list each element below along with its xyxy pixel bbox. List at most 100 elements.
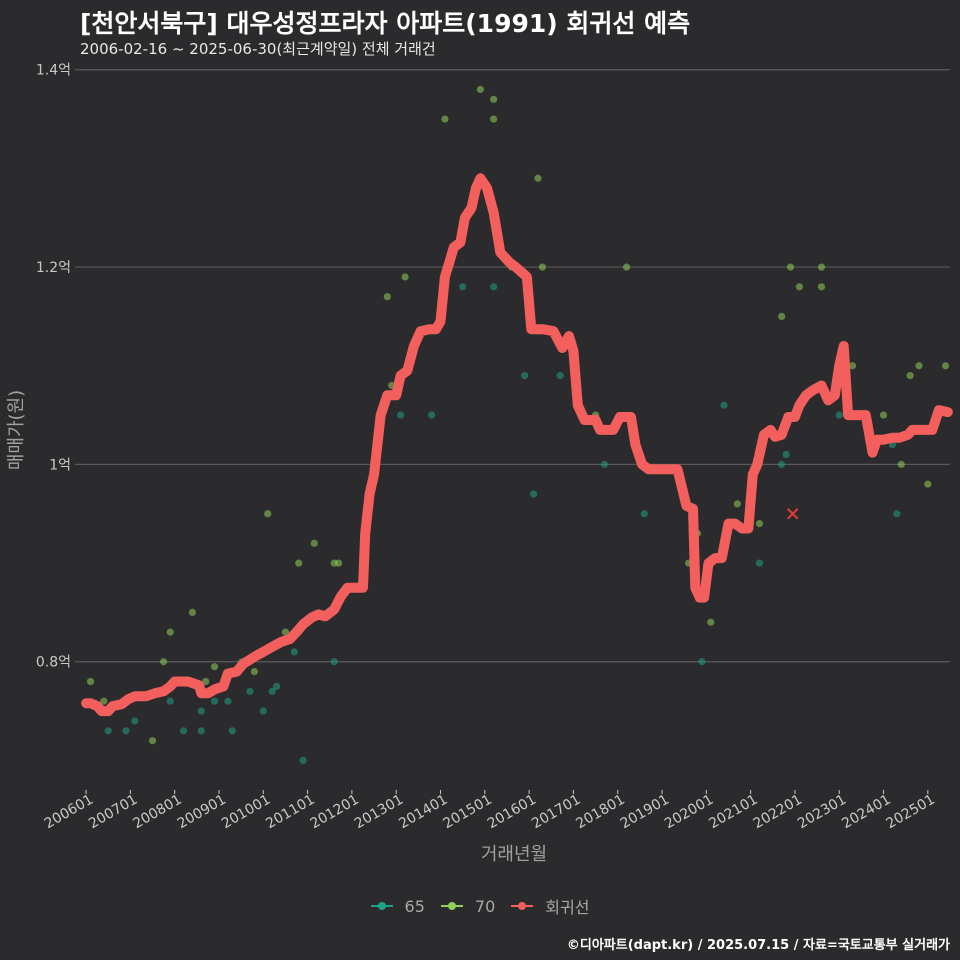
data-point-70	[202, 677, 210, 686]
x-tick-label: 201301	[352, 792, 406, 833]
data-point-65	[299, 756, 307, 765]
regression-line-path	[81, 173, 953, 717]
x-tick-label: 202401	[839, 792, 893, 833]
data-point-70	[310, 539, 318, 547]
chart-subtitle: 2006-02-16 ~ 2025-06-30(최근계약일) 전체 거래건	[80, 40, 436, 58]
data-point-70	[166, 628, 174, 636]
data-point-65	[224, 697, 232, 705]
legend-item: 70	[440, 896, 496, 916]
data-point-70	[210, 663, 219, 671]
x-tick-label: 201801	[573, 792, 627, 833]
data-point-65	[720, 401, 728, 409]
data-point-65	[782, 450, 790, 459]
data-point-70	[490, 115, 498, 123]
data-point-70	[295, 559, 303, 567]
data-point-70	[188, 608, 197, 617]
data-point-65	[290, 648, 298, 656]
x-tick-label: 201701	[529, 792, 583, 833]
data-point-65	[210, 697, 219, 705]
data-point-70	[100, 697, 108, 705]
data-point-70	[264, 510, 272, 518]
x-tick-label: 202501	[884, 792, 938, 833]
x-tick-label: 200901	[175, 792, 229, 833]
data-point-65	[490, 283, 498, 291]
outlier-marker	[787, 508, 799, 520]
data-point-65	[246, 687, 254, 695]
data-point-65	[228, 727, 236, 735]
data-point-70	[817, 283, 826, 291]
data-point-70	[795, 283, 803, 291]
x-axis-label: 거래년월	[481, 844, 547, 865]
data-point-70	[281, 628, 290, 636]
legend-item: 회귀선	[511, 894, 589, 918]
x-tick-label: 201401	[396, 792, 450, 833]
data-point-65	[166, 697, 174, 705]
legend-item: 65	[370, 896, 425, 916]
data-point-65	[330, 658, 338, 666]
data-point-70	[817, 263, 826, 271]
data-point-70	[476, 85, 484, 94]
data-point-65	[259, 707, 267, 715]
x-tick-label: 200701	[86, 792, 140, 833]
x-tick-label: 201101	[263, 792, 317, 833]
data-point-70	[622, 263, 631, 271]
data-point-65	[893, 510, 901, 518]
x-tick-label: 202201	[751, 792, 805, 833]
data-point-70	[906, 372, 914, 380]
data-point-65	[428, 411, 436, 419]
legend: 65 70 회귀선	[0, 894, 960, 918]
legend-label: 회귀선	[545, 898, 590, 917]
x-tick-label: 200601	[42, 792, 96, 833]
data-point-70	[250, 668, 259, 676]
x-tick-label: 201501	[441, 792, 495, 833]
data-point-65	[272, 682, 281, 691]
x-tick-label: 201201	[308, 792, 362, 833]
legend-key-icon	[511, 901, 534, 911]
data-point-70	[490, 95, 498, 103]
data-point-70	[401, 273, 409, 281]
legend-label: 65	[404, 896, 425, 916]
x-tick-label: 202301	[795, 792, 849, 833]
data-point-70	[848, 362, 857, 370]
x-tick-label: 202101	[706, 792, 760, 833]
chart-title: [천안서북구] 대우성정프라자 아파트(1991) 회귀선 예측	[80, 9, 691, 38]
data-point-70	[755, 520, 764, 528]
legend-key-dot	[447, 902, 456, 910]
legend-label: 70	[474, 896, 496, 916]
data-point-70	[707, 618, 715, 626]
data-point-65	[197, 727, 205, 735]
data-point-65	[556, 372, 564, 380]
x-marker	[787, 508, 799, 520]
x-tick-label: 201001	[219, 792, 273, 833]
data-point-70	[335, 559, 343, 567]
data-point-65	[397, 411, 405, 419]
data-point-65	[600, 460, 609, 468]
data-point-65	[104, 727, 112, 735]
data-point-65	[122, 727, 130, 735]
data-point-70	[778, 312, 786, 320]
data-point-70	[441, 115, 449, 123]
data-point-70	[924, 480, 932, 488]
y-tick-labels: 0.8억 1억 1.2억 1.4억	[36, 63, 71, 671]
data-point-70	[786, 263, 795, 271]
data-point-70	[915, 362, 923, 370]
data-point-70	[733, 500, 741, 508]
data-point-65	[131, 717, 139, 725]
y-grid	[75, 69, 950, 663]
data-point-70	[941, 362, 950, 370]
legend-key-icon	[370, 901, 393, 911]
data-point-70	[879, 411, 888, 419]
data-point-65	[459, 283, 467, 291]
data-point-70	[383, 293, 391, 301]
x-tick-label: 201601	[485, 792, 539, 833]
x-tick-label: 200801	[130, 792, 184, 833]
legend-key-dot	[377, 902, 386, 910]
data-point-65	[529, 490, 538, 498]
data-point-65	[778, 460, 786, 468]
data-point-70	[160, 658, 168, 666]
data-point-65	[698, 658, 706, 666]
source-caption: ©디아파트(dapt.kr) / 2025.07.15 / 자료=국토교통부 실…	[566, 938, 950, 953]
data-point-65	[179, 727, 188, 735]
data-point-70	[534, 174, 542, 182]
